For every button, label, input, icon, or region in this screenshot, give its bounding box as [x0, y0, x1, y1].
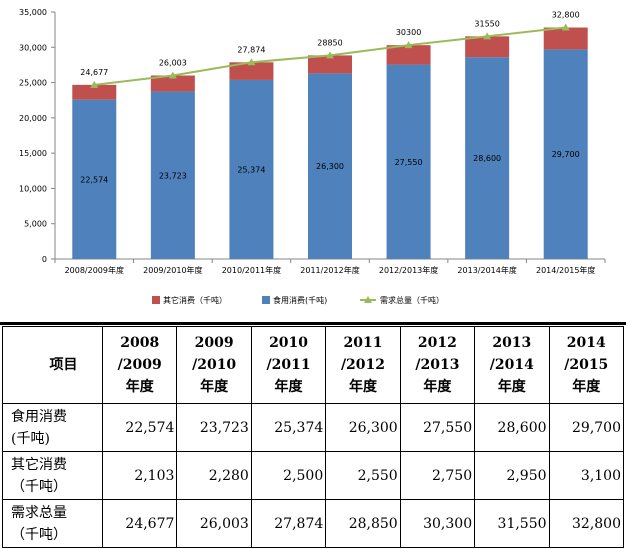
table-row-label: 其它消费 （千吨） — [2, 451, 103, 500]
legend-swatch — [262, 296, 270, 304]
table-cell: 29,700 — [548, 403, 625, 452]
line-data-label: 27,874 — [237, 45, 265, 54]
bar-data-label: 23,723 — [159, 171, 187, 180]
line-data-label: 32,800 — [552, 11, 580, 20]
bar-food — [150, 91, 195, 259]
bar-data-label: 28,600 — [473, 154, 501, 163]
total-demand-marker — [168, 71, 177, 79]
table-header-cell: 2010/2011 年度 — [250, 326, 327, 404]
bar-food — [386, 64, 431, 259]
table-header-cell: 2013/2014 年度 — [474, 326, 550, 404]
table-header-item: 项目 — [2, 326, 103, 404]
line-data-label: 24,677 — [80, 68, 108, 77]
bar-other — [72, 84, 117, 100]
line-data-label: 31550 — [474, 19, 499, 28]
x-tick-label: 2012/2013年度 — [379, 265, 438, 275]
table-cell: 3,100 — [548, 451, 625, 500]
legend-label: 其它消费（千吨） — [163, 295, 227, 305]
y-tick-label: 30,000 — [19, 43, 47, 52]
table-cell: 2,280 — [176, 451, 252, 500]
table-row-label: 需求总量 （千吨） — [2, 499, 103, 548]
table-cell: 30,300 — [399, 499, 476, 548]
bar-data-label: 22,574 — [80, 175, 108, 184]
bar-food — [229, 79, 274, 259]
table-cell: 28,850 — [325, 499, 401, 548]
table-cell: 22,574 — [101, 403, 178, 452]
y-tick-label: 15,000 — [19, 149, 47, 158]
legend-label: 食用消费(千吨) — [273, 295, 327, 305]
table-cell: 26,300 — [325, 403, 401, 452]
table-cell: 23,723 — [176, 403, 252, 452]
table-row: 需求总量 （千吨） 24,677 26,003 27,874 28,850 30,300 31… — [2, 499, 625, 548]
table-row: 食用消费 (千吨) 22,574 23,723 25,374 26,300 27,550 28… — [2, 403, 625, 452]
section-divider — [0, 322, 626, 325]
bar-other — [229, 62, 274, 80]
table-cell: 2,103 — [101, 451, 178, 500]
bar-data-label: 25,374 — [237, 165, 265, 174]
table-row: 其它消费 （千吨） 2,103 2,280 2,500 2,550 2,750 2,950 3,… — [2, 451, 625, 500]
total-demand-marker — [90, 80, 99, 88]
y-tick-label: 35,000 — [19, 8, 47, 17]
y-tick-label: 25,000 — [19, 79, 47, 88]
table-cell: 32,800 — [548, 499, 625, 548]
table-cell: 2,500 — [250, 451, 327, 500]
bar-food — [465, 57, 510, 260]
table-cell: 27,874 — [250, 499, 327, 548]
legend-marker-key — [364, 296, 372, 303]
table-cell: 31,550 — [474, 499, 550, 548]
table-cell: 28,600 — [474, 403, 550, 452]
table-cell: 27,550 — [399, 403, 476, 452]
bar-other — [150, 75, 195, 92]
table-header-cell: 2008/2009 年度 — [101, 326, 178, 404]
table-cell: 2,750 — [399, 451, 476, 500]
bar-data-label: 29,700 — [552, 150, 580, 159]
data-table: 项目 2008/2009 年度 2009/2010 年度 2010/2011 年度 2011/… — [2, 326, 625, 548]
table-header-cell: 2012/2013 年度 — [399, 326, 476, 404]
x-tick-label: 2008/2009年度 — [65, 265, 124, 275]
bar-other — [386, 45, 431, 65]
table-header-row: 项目 2008/2009 年度 2009/2010 年度 2010/2011 年度 2011/… — [2, 326, 625, 404]
table-header-cell: 2011/2012 年度 — [325, 326, 401, 404]
table-cell: 2,550 — [325, 451, 401, 500]
line-data-label: 30300 — [396, 28, 421, 37]
total-demand-marker — [326, 51, 334, 59]
line-data-label: 26,003 — [159, 58, 187, 67]
table-header-cell: 2014/2015 年度 — [548, 326, 625, 404]
x-tick-label: 2011/2012年度 — [300, 265, 359, 275]
total-demand-marker — [404, 41, 413, 49]
bar-data-label: 27,550 — [395, 158, 423, 167]
total-demand-marker — [561, 23, 570, 31]
table-cell: 26,003 — [176, 499, 252, 548]
table-header-cell: 2009/2010 年度 — [176, 326, 252, 404]
line-data-label: 28850 — [317, 38, 342, 47]
x-tick-label: 2009/2010年度 — [143, 265, 202, 275]
table-cell: 24,677 — [101, 499, 178, 548]
legend-swatch — [152, 296, 160, 304]
bar-food — [543, 49, 588, 259]
table-row-label: 食用消费 (千吨) — [2, 403, 103, 452]
total-demand-marker — [483, 32, 492, 40]
x-tick-label: 2010/2011年度 — [222, 265, 281, 275]
x-tick-label: 2014/2015年度 — [536, 265, 595, 275]
y-tick-label: 5,000 — [24, 220, 47, 229]
bar-other — [308, 55, 352, 74]
bar-other — [465, 36, 510, 58]
stacked-bar-line-chart: 0 5,000 10,000 15,000 20,000 25,000 30,000 35,0… — [19, 8, 606, 305]
legend-label: 需求总量（千吨） — [380, 295, 444, 305]
y-tick-label: 0 — [42, 255, 47, 264]
bar-food — [308, 73, 352, 259]
table-cell: 25,374 — [250, 403, 327, 452]
total-demand-marker — [247, 58, 256, 66]
x-tick-label: 2013/2014年度 — [457, 265, 516, 275]
y-tick-label: 10,000 — [19, 184, 47, 193]
bar-other — [543, 27, 588, 50]
bar-food — [72, 99, 117, 260]
y-tick-label: 20,000 — [19, 114, 47, 123]
bar-data-label: 26,300 — [316, 162, 344, 171]
table-cell: 2,950 — [474, 451, 550, 500]
